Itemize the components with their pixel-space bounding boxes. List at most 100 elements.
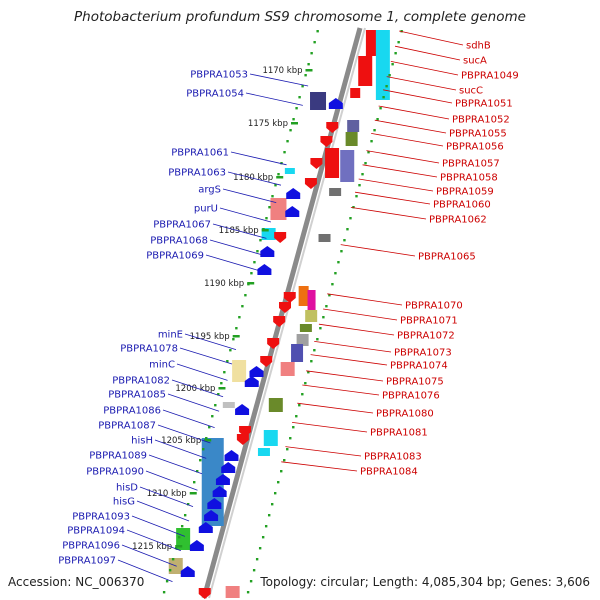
gene-label-left[interactable]: PBPRA1069 [146,251,204,262]
gene-arrow-forward [285,206,300,217]
gene-arrow-reverse [310,158,323,169]
left-tick-mark [304,74,307,77]
gene-label-left[interactable]: hisH [131,436,153,447]
right-leader-line [358,178,434,192]
left-tick-mark [211,415,214,418]
right-tick-mark [355,195,358,198]
gene-label-right[interactable]: PBPRA1076 [382,391,440,402]
gene-label-right[interactable]: PBPRA1056 [446,142,504,153]
gene-block [176,528,191,550]
gene-block [347,120,360,132]
gene-label-left[interactable]: PBPRA1078 [120,344,178,355]
gene-label-right[interactable]: PBPRA1084 [360,467,418,478]
gene-label-right[interactable]: PBPRA1080 [376,409,434,420]
gene-block [358,56,373,86]
gene-label-left[interactable]: PBPRA1089 [89,451,147,462]
gene-label-right[interactable]: PBPRA1070 [405,301,463,312]
gene-label-left[interactable]: minC [149,360,175,371]
right-tick-mark [373,129,376,132]
gene-label-right[interactable]: sucC [459,86,483,97]
gene-label-right[interactable]: PBPRA1074 [390,361,448,372]
gene-label-left[interactable]: PBPRA1063 [168,168,226,179]
gene-label-right[interactable]: PBPRA1083 [364,452,422,463]
gene-label-left[interactable]: PBPRA1097 [58,556,116,567]
gene-label-right[interactable]: PBPRA1071 [400,316,458,327]
right-tick-mark [382,96,385,99]
right-leader-line [292,422,368,433]
gene-block [270,198,287,220]
gene-arrow-forward [198,522,213,533]
kbp-label: 1200 kbp [175,384,215,394]
right-tick-mark [286,448,289,451]
gene-label-right[interactable]: PBPRA1075 [386,377,444,388]
right-leader-line [386,76,457,91]
gene-label-left[interactable]: PBPRA1054 [186,89,244,100]
left-tick-mark [208,426,211,429]
gene-label-left[interactable]: purU [194,204,218,215]
gene-label-left[interactable]: PBPRA1068 [150,236,208,247]
right-leader-line [371,133,444,147]
left-leader-line [117,559,173,582]
kbp-label: 1190 kbp [204,279,244,289]
gene-label-left[interactable]: argS [198,185,221,196]
gene-block [325,148,340,178]
left-leader-line [171,379,224,398]
left-tick-mark [310,52,313,55]
gene-arrow-forward [212,486,227,497]
gene-label-left[interactable]: PBPRA1053 [190,70,248,81]
gene-label-left[interactable]: PBPRA1094 [67,526,125,537]
gene-label-right[interactable]: PBPRA1081 [370,428,428,439]
right-leader-line [340,244,416,257]
gene-label-left[interactable]: PBPRA1082 [112,376,170,387]
gene-label-right[interactable]: PBPRA1055 [449,129,507,140]
gene-arrow-forward [224,450,239,461]
gene-label-left[interactable]: PBPRA1067 [153,220,211,231]
gene-label-left[interactable]: minE [158,330,183,341]
gene-label-left[interactable]: PBPRA1093 [72,512,130,523]
left-leader-line [249,73,309,87]
kbp-tick [276,176,284,179]
left-leader-line [126,529,182,552]
gene-label-right[interactable]: sucA [463,56,487,67]
left-tick-mark [244,294,247,297]
right-tick-mark [280,470,283,473]
left-tick-mark [316,30,319,33]
gene-block [318,234,331,242]
gene-label-right[interactable]: PBPRA1059 [436,187,494,198]
gene-label-left[interactable]: PBPRA1086 [103,406,161,417]
gene-label-left[interactable]: hisD [116,483,138,494]
gene-label-right[interactable]: PBPRA1062 [429,215,487,226]
gene-block [307,290,316,310]
genome-summary-text: Topology: circular; Length: 4,085,304 bp… [260,575,590,589]
gene-label-left[interactable]: PBPRA1087 [98,421,156,432]
left-leader-line [139,486,194,507]
right-tick-mark [319,327,322,330]
right-leader-line [399,30,464,46]
gene-label-right[interactable]: PBPRA1052 [452,115,510,126]
right-leader-line [362,164,438,178]
gene-label-left[interactable]: PBPRA1085 [108,390,166,401]
gene-label-left[interactable]: hisG [113,497,135,508]
gene-label-right[interactable]: PBPRA1072 [397,331,455,342]
gene-label-left[interactable]: PBPRA1061 [171,148,229,159]
gene-label-right[interactable]: PBPRA1073 [394,348,452,359]
gene-label-right[interactable]: PBPRA1049 [461,71,519,82]
left-tick-mark [202,448,205,451]
gene-label-right[interactable]: PBPRA1058 [440,173,498,184]
gene-label-right[interactable]: PBPRA1051 [455,99,513,110]
left-tick-mark [256,250,259,253]
gene-label-right[interactable]: PBPRA1060 [433,200,491,211]
gene-label-left[interactable]: PBPRA1096 [62,541,120,552]
left-tick-mark [223,371,226,374]
gene-label-right[interactable]: sdhB [466,41,491,52]
gene-label-left[interactable]: PBPRA1090 [86,467,144,478]
left-tick-mark [217,393,220,396]
right-tick-mark [367,151,370,154]
gene-label-right[interactable]: PBPRA1065 [418,252,476,263]
left-tick-mark [205,437,208,440]
gene-block [329,188,342,196]
left-tick-mark [193,481,196,484]
gene-label-right[interactable]: PBPRA1057 [442,159,500,170]
left-tick-mark [280,162,283,165]
